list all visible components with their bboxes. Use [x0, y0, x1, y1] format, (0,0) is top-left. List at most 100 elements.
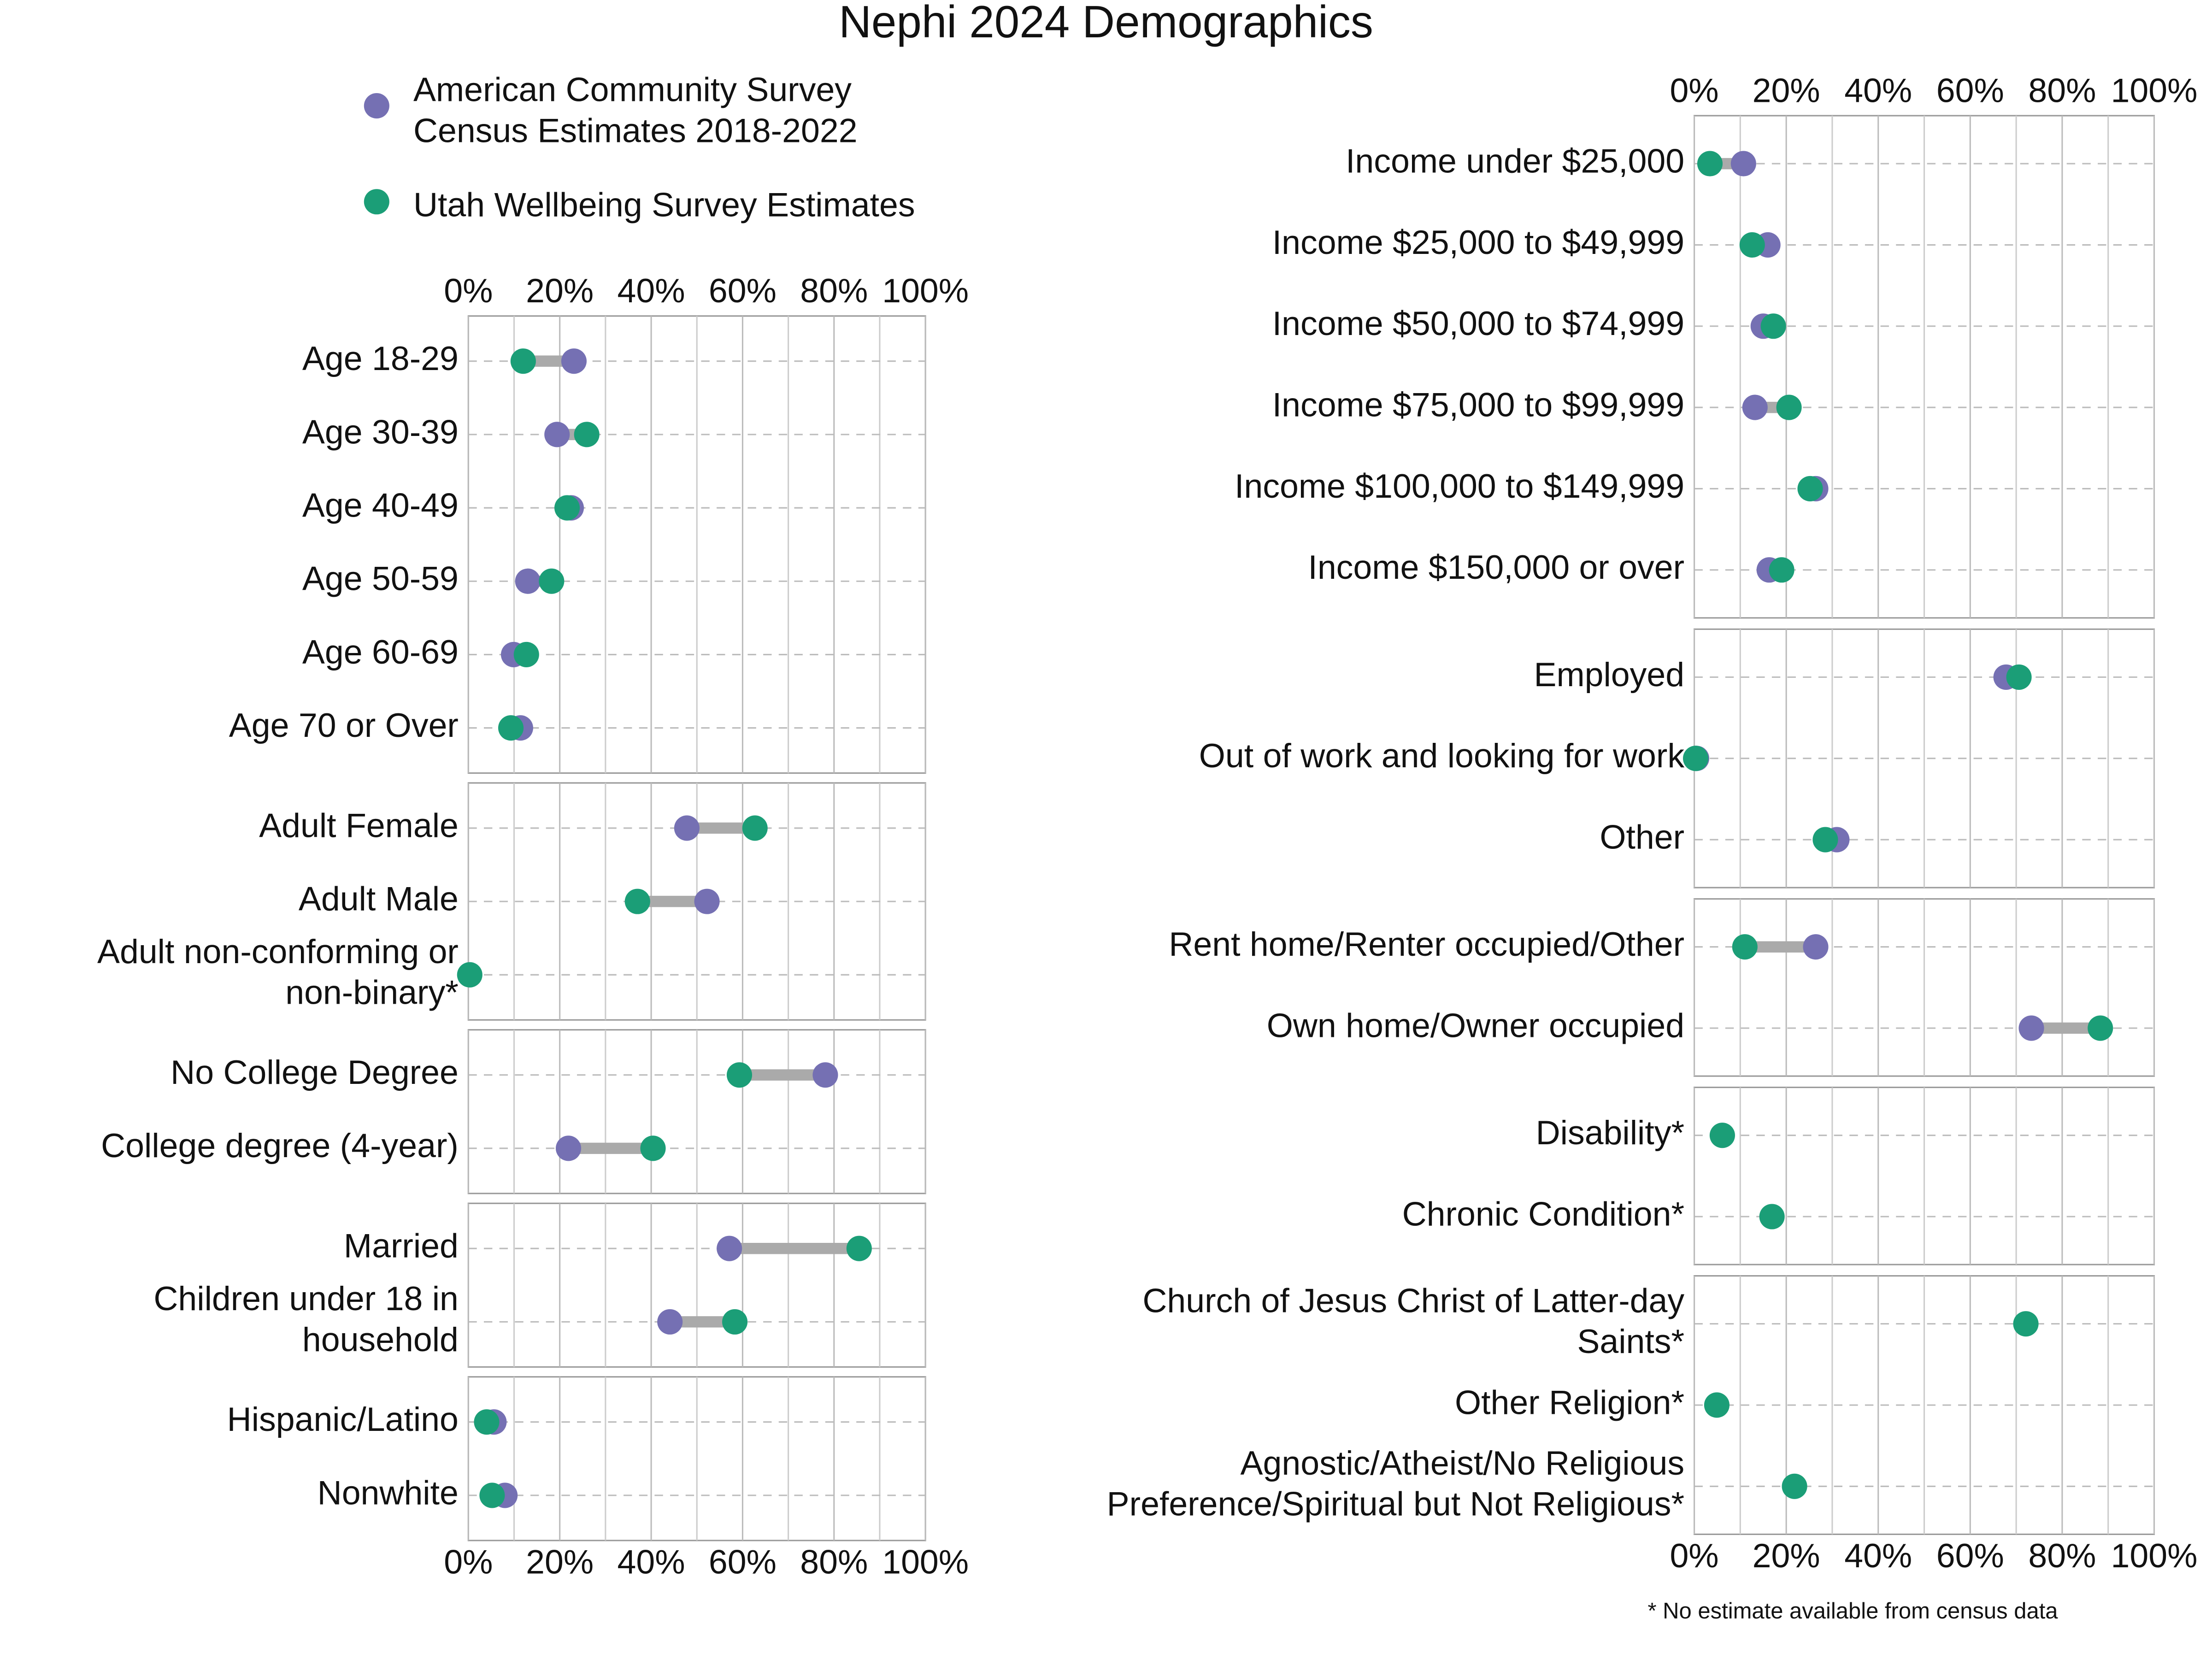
x-tick-label: 100%	[2111, 1536, 2198, 1575]
point	[515, 568, 541, 594]
point	[544, 422, 570, 447]
point	[479, 1483, 505, 1508]
x-tick-label: 100%	[882, 271, 969, 310]
point	[1769, 557, 1794, 583]
point	[846, 1235, 872, 1261]
x-tick-label: 20%	[1753, 1536, 1820, 1575]
category-label: Age 18-29	[302, 339, 459, 377]
point	[1803, 934, 1829, 960]
point	[1776, 394, 1802, 420]
point	[1782, 1473, 1807, 1499]
point	[498, 715, 524, 741]
point	[510, 348, 536, 374]
category-label: Other Religion*	[1455, 1383, 1684, 1421]
category-label: College degree (4-year)	[101, 1126, 459, 1165]
category-label: No College Degree	[171, 1053, 459, 1091]
point	[1704, 1392, 1730, 1418]
point	[1732, 934, 1758, 960]
category-label: Age 70 or Over	[229, 706, 459, 744]
point	[717, 1235, 742, 1261]
point	[554, 495, 580, 521]
point	[742, 815, 768, 841]
point	[1742, 394, 1768, 420]
category-label: Rent home/Renter occupied/Other	[1169, 925, 1684, 963]
legend-marker	[364, 189, 389, 215]
category-label: Hispanic/Latino	[227, 1400, 459, 1438]
point	[1697, 151, 1723, 176]
category-label: Age 60-69	[302, 633, 459, 671]
x-tick-label: 100%	[2111, 71, 2198, 109]
category-label: Adult Male	[299, 880, 459, 918]
point	[722, 1309, 748, 1335]
point	[2013, 1311, 2039, 1337]
point	[812, 1062, 838, 1088]
category-label: Age 50-59	[302, 559, 459, 598]
category-label: Own home/Owner occupied	[1267, 1006, 1684, 1044]
category-label: Adult non-conforming or non-binary*	[97, 932, 459, 1012]
category-label: Nonwhite	[318, 1473, 459, 1512]
point	[561, 348, 587, 374]
category-label: Income $50,000 to $74,999	[1272, 304, 1684, 342]
x-tick-label: 0%	[444, 271, 493, 310]
point	[2018, 1015, 2044, 1041]
point	[1797, 476, 1823, 501]
x-tick-label: 100%	[882, 1542, 969, 1581]
point	[1739, 232, 1765, 258]
point	[1812, 827, 1838, 853]
x-tick-label: 20%	[1753, 71, 1820, 109]
x-tick-label: 80%	[2028, 1536, 2096, 1575]
x-tick-label: 20%	[526, 1542, 594, 1581]
category-label: Out of work and looking for work	[1199, 736, 1685, 775]
point	[1730, 151, 1756, 176]
x-tick-label: 60%	[709, 271, 777, 310]
category-label: Income under $25,000	[1346, 142, 1684, 180]
footnote: * No estimate available from census data	[1648, 1599, 2059, 1624]
point	[457, 962, 482, 988]
point	[474, 1409, 500, 1435]
point	[1709, 1123, 1735, 1148]
category-label: Adult Female	[259, 806, 459, 844]
x-tick-label: 40%	[1844, 71, 1912, 109]
x-tick-label: 40%	[618, 1542, 685, 1581]
category-label: Children under 18 in household	[153, 1279, 459, 1359]
category-label: Age 30-39	[302, 412, 459, 451]
x-tick-label: 60%	[709, 1542, 777, 1581]
point	[726, 1062, 753, 1088]
point	[624, 888, 650, 914]
point	[1759, 1204, 1785, 1230]
x-tick-label: 0%	[1670, 1536, 1718, 1575]
category-label: Agnostic/Atheist/No Religious Preference/…	[1107, 1444, 1684, 1523]
x-tick-label: 20%	[526, 271, 594, 310]
point	[657, 1309, 683, 1335]
x-tick-label: 60%	[1936, 71, 2004, 109]
category-label: Church of Jesus Christ of Latter-day Sain…	[1142, 1282, 1684, 1361]
category-label: Income $25,000 to $49,999	[1272, 223, 1684, 261]
point	[1683, 746, 1709, 771]
category-label: Age 40-49	[302, 486, 459, 524]
category-label: Chronic Condition*	[1402, 1194, 1684, 1233]
point	[640, 1135, 666, 1161]
point	[2088, 1015, 2113, 1041]
point	[674, 815, 700, 841]
x-tick-label: 80%	[2028, 71, 2096, 109]
category-label: Employed	[1534, 655, 1684, 694]
x-tick-label: 0%	[1670, 71, 1718, 109]
category-label: Income $150,000 or over	[1308, 548, 1684, 586]
point	[574, 422, 600, 447]
x-tick-label: 0%	[444, 1542, 493, 1581]
legend-marker	[364, 93, 389, 119]
point	[555, 1135, 582, 1161]
x-tick-label: 80%	[800, 1542, 868, 1581]
x-tick-label: 40%	[1844, 1536, 1912, 1575]
legend-label: Utah Wellbeing Survey Estimates	[413, 185, 915, 224]
chart-title: Nephi 2024 Demographics	[839, 0, 1373, 47]
point	[694, 888, 720, 914]
category-label: Disability*	[1536, 1113, 1684, 1152]
point	[513, 641, 539, 667]
point	[539, 568, 565, 594]
x-tick-label: 40%	[618, 271, 685, 310]
point	[1760, 313, 1786, 339]
point	[2006, 664, 2032, 690]
x-tick-label: 60%	[1936, 1536, 2004, 1575]
